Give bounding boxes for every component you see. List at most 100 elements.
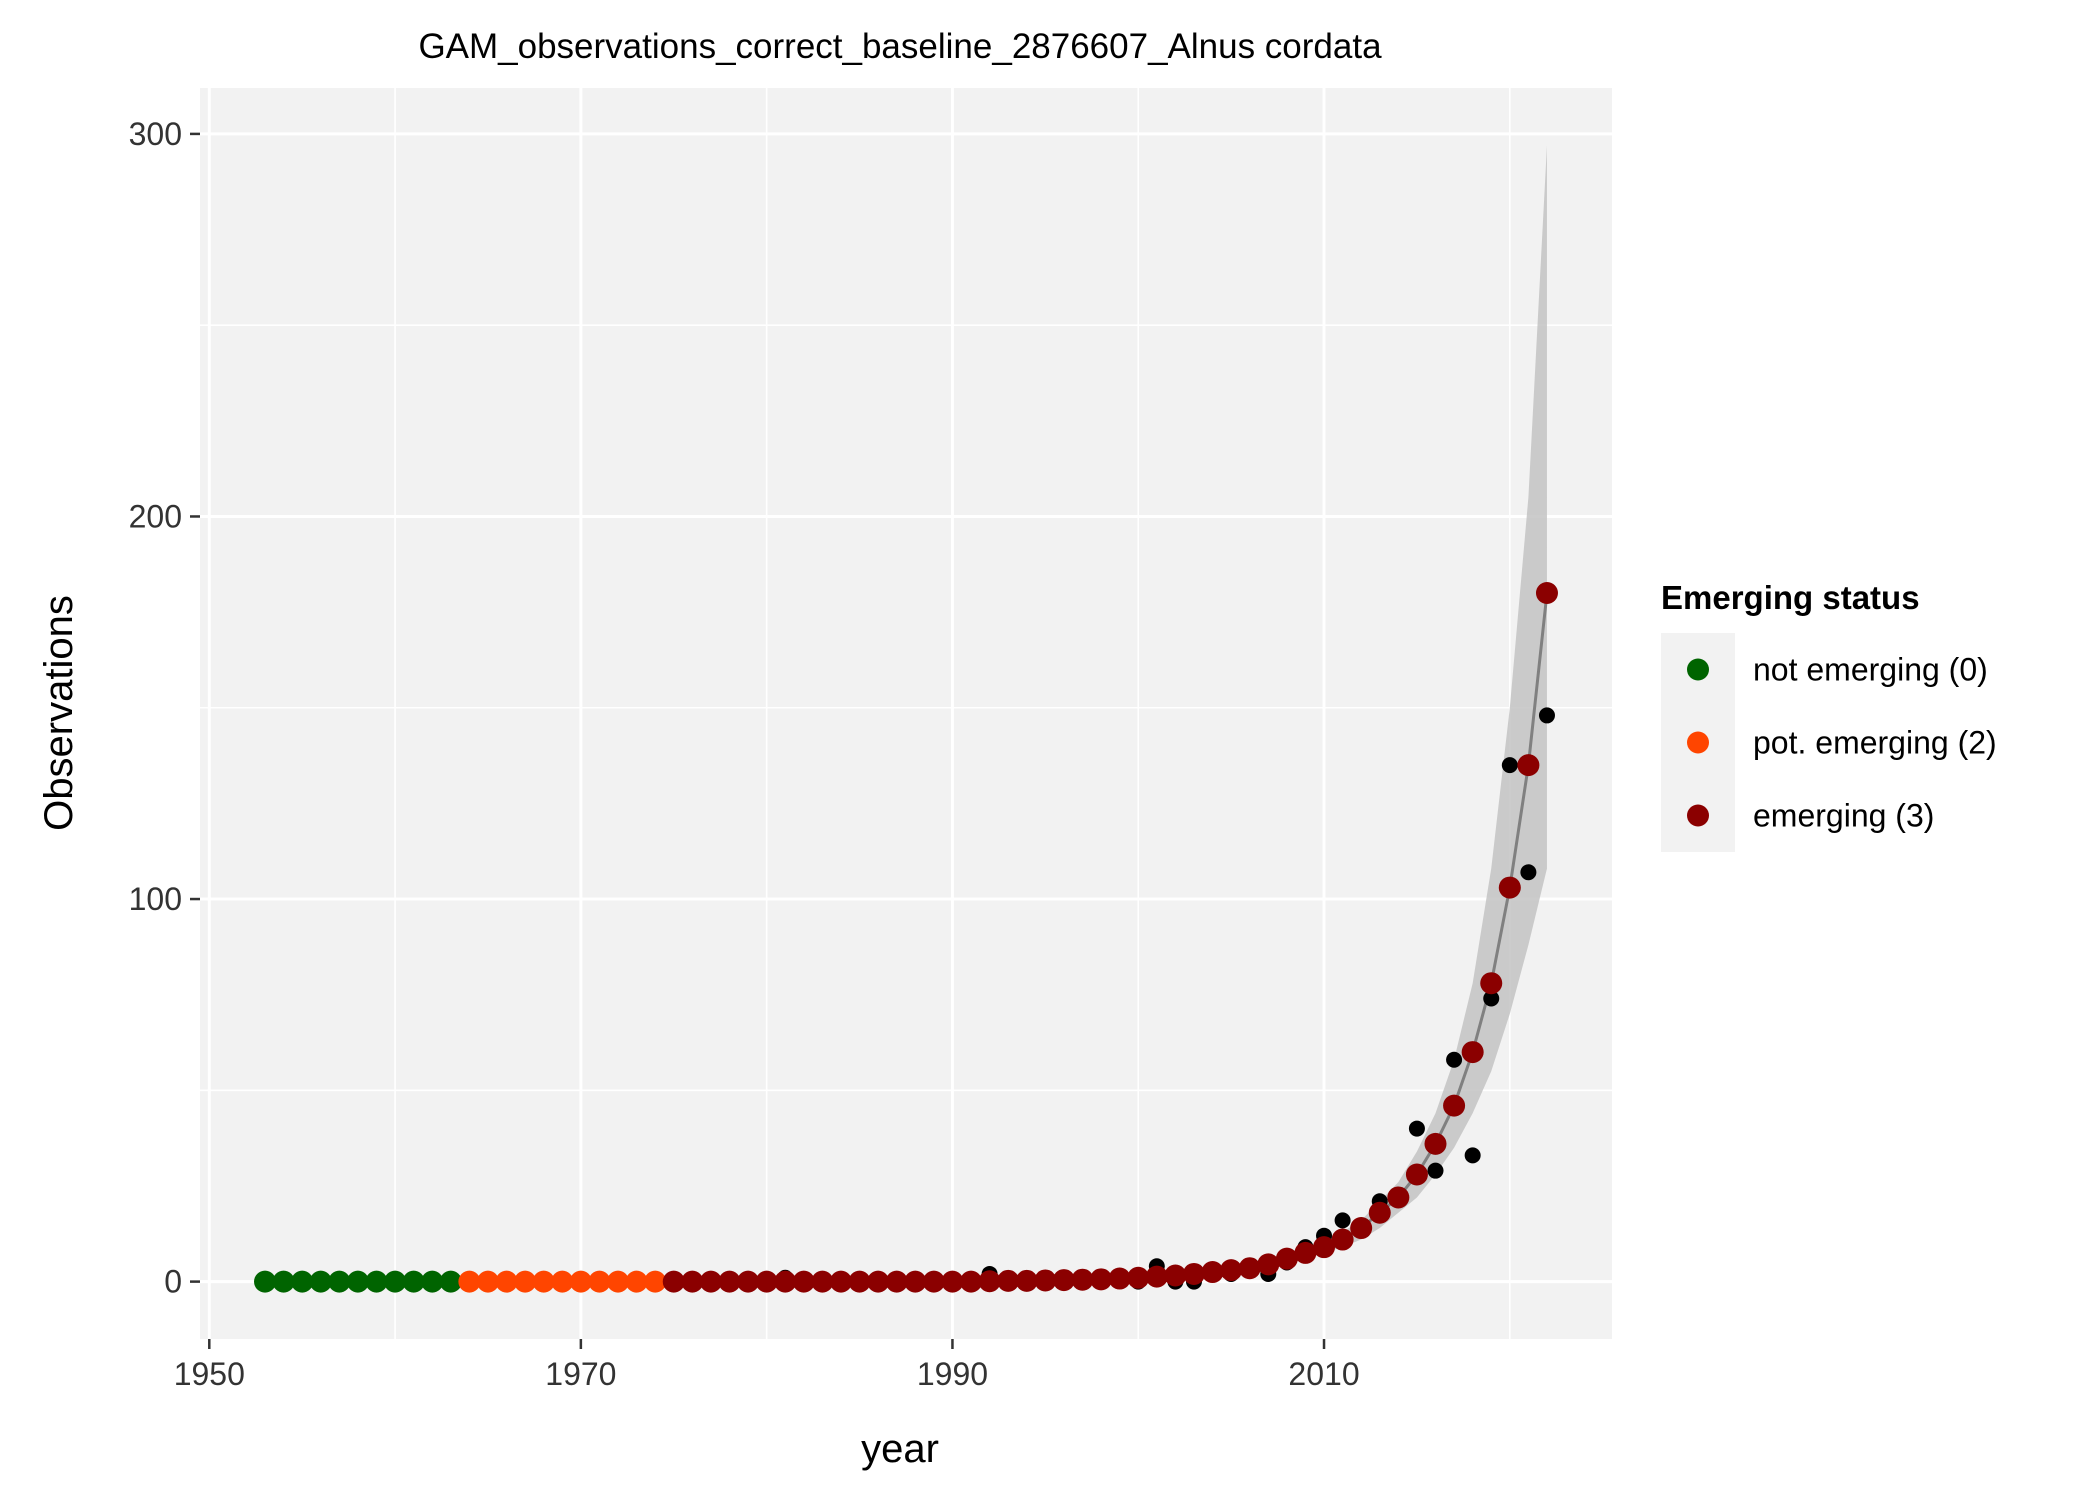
fitted-point [1461, 1041, 1484, 1064]
fitted-point [421, 1270, 444, 1293]
fitted-point [625, 1270, 648, 1293]
legend: Emerging status not emerging (0) pot. eme… [1661, 579, 1997, 852]
fitted-point [514, 1270, 537, 1293]
fitted-point [904, 1270, 927, 1293]
fitted-point [1368, 1201, 1391, 1224]
fitted-point [829, 1270, 852, 1293]
legend-entry-label: emerging (3) [1753, 798, 1934, 834]
fitted-point [1164, 1264, 1187, 1287]
fitted-point [811, 1270, 834, 1293]
fitted-point [1220, 1259, 1243, 1282]
fitted-point [365, 1270, 388, 1293]
fitted-point [551, 1270, 574, 1293]
fitted-point [885, 1270, 908, 1293]
fitted-point [402, 1270, 425, 1293]
y-tick-label: 100 [129, 881, 182, 917]
fitted-point [1015, 1269, 1038, 1292]
legend-key-swatch [1687, 658, 1709, 681]
fitted-points [254, 581, 1558, 1293]
fitted-point [309, 1270, 332, 1293]
fitted-point [922, 1270, 945, 1293]
fitted-point [1071, 1268, 1094, 1291]
fitted-point [476, 1270, 499, 1293]
plot-panel [200, 88, 1612, 1339]
fitted-point [1331, 1228, 1354, 1251]
fitted-point [328, 1270, 351, 1293]
fitted-point [644, 1270, 667, 1293]
x-tick-label: 1950 [174, 1356, 245, 1392]
y-tick-label: 300 [129, 116, 182, 152]
fitted-point [458, 1270, 481, 1293]
fitted-point [569, 1270, 592, 1293]
y-tick-label: 0 [164, 1264, 182, 1300]
fitted-point [254, 1270, 277, 1293]
fitted-point [439, 1270, 462, 1293]
fitted-point [607, 1270, 630, 1293]
fitted-point [681, 1270, 704, 1293]
legend-key-swatch [1687, 731, 1709, 754]
observed-point [1427, 1162, 1444, 1179]
fitted-point [1424, 1132, 1447, 1155]
legend-title: Emerging status [1661, 579, 1920, 616]
legend-key-swatch [1687, 804, 1709, 827]
fitted-point [1238, 1257, 1261, 1280]
fitted-point [1294, 1241, 1317, 1264]
observed-point [1446, 1051, 1463, 1068]
fitted-point [997, 1269, 1020, 1292]
fitted-point [960, 1270, 983, 1293]
fitted-point [1350, 1217, 1373, 1240]
legend-entry-label: pot. emerging (2) [1753, 725, 1997, 761]
fitted-point [1517, 754, 1540, 777]
fitted-point [774, 1270, 797, 1293]
observed-point [1538, 707, 1555, 724]
chart-title: GAM_observations_correct_baseline_287660… [418, 27, 1382, 66]
fitted-point [272, 1270, 295, 1293]
fitted-point [1052, 1269, 1075, 1292]
fitted-point [1108, 1267, 1131, 1290]
fitted-point [1034, 1269, 1057, 1292]
x-tick-label: 2010 [1288, 1356, 1359, 1392]
fitted-point [1257, 1253, 1280, 1276]
fitted-point [941, 1270, 964, 1293]
fitted-point [1535, 581, 1558, 604]
observed-point [1483, 990, 1500, 1007]
fitted-point [495, 1270, 518, 1293]
minor-gridlines [200, 88, 1612, 1339]
fitted-point [291, 1270, 314, 1293]
fitted-point [1443, 1094, 1466, 1117]
fitted-point [848, 1270, 871, 1293]
fitted-point [1275, 1247, 1298, 1270]
observed-point [1464, 1147, 1481, 1164]
fitted-point [1201, 1261, 1224, 1284]
fitted-point [1480, 972, 1503, 995]
fitted-point [588, 1270, 611, 1293]
fitted-point [1145, 1265, 1168, 1288]
axes: 1950 1970 1990 2010 0 100 200 300 [129, 116, 1360, 1392]
y-tick-label: 200 [129, 498, 182, 534]
fitted-point [978, 1270, 1001, 1293]
observed-point [1334, 1212, 1351, 1229]
fitted-point [755, 1270, 778, 1293]
fitted-point [346, 1270, 369, 1293]
y-axis-title: Observations [37, 595, 81, 831]
fitted-point [1182, 1262, 1205, 1285]
fitted-point [737, 1270, 760, 1293]
x-tick-label: 1970 [545, 1356, 616, 1392]
observed-point [1501, 757, 1518, 774]
fitted-point [699, 1270, 722, 1293]
fitted-point [1405, 1163, 1428, 1186]
fitted-point [718, 1270, 741, 1293]
fitted-point [532, 1270, 555, 1293]
x-axis-title: year [861, 1427, 939, 1471]
fitted-point [1313, 1236, 1336, 1259]
fitted-point [1498, 876, 1521, 899]
fitted-point [1090, 1268, 1113, 1291]
fitted-point [662, 1270, 685, 1293]
fitted-point [867, 1270, 890, 1293]
observed-point [1520, 864, 1537, 881]
fitted-point [1387, 1186, 1410, 1209]
observed-point [1408, 1120, 1425, 1137]
fitted-point [792, 1270, 815, 1293]
legend-entry-label: not emerging (0) [1753, 652, 1988, 688]
